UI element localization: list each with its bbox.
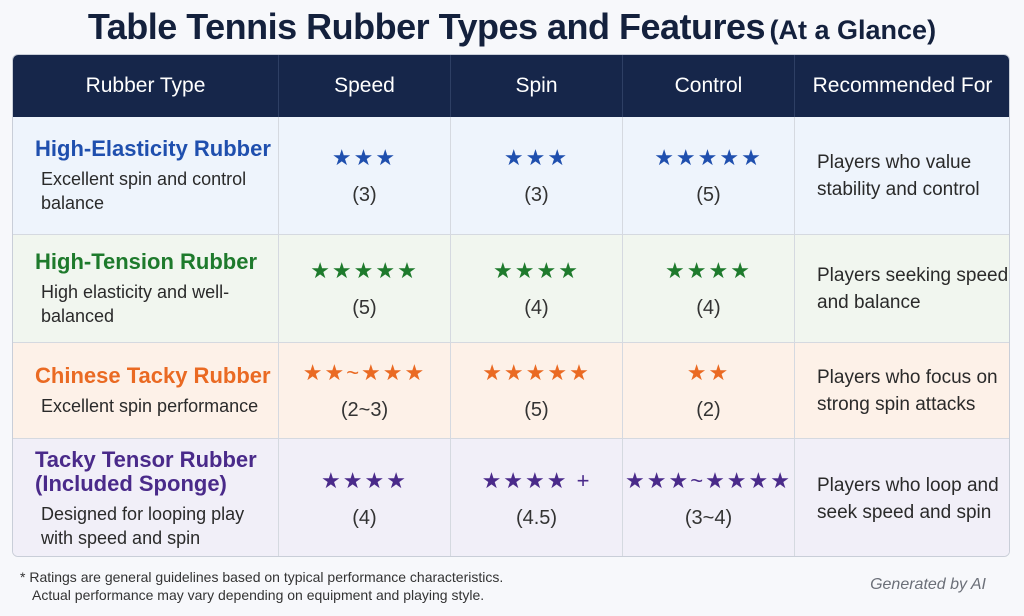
footnote-line-1: * Ratings are general guidelines based o… — [20, 569, 504, 585]
header-rubber-type: Rubber Type — [13, 55, 279, 117]
control-score: (5) — [696, 183, 721, 206]
speed-rating-cell: ★★★★ (4) — [279, 439, 451, 556]
spin-stars: ★★★★★ — [482, 359, 591, 385]
speed-score: (5) — [352, 296, 377, 319]
speed-rating-cell: ★★★★★ (5) — [279, 235, 451, 343]
rubber-type-name: High-Elasticity Rubber — [35, 135, 271, 161]
speed-score: (4) — [352, 506, 377, 529]
spin-score: (5) — [524, 398, 549, 421]
control-stars: ★★★★ — [665, 257, 752, 283]
speed-stars: ★★★ — [331, 144, 398, 170]
speed-stars: ★★★★ — [321, 467, 408, 493]
footnote-line-2: Actual performance may vary depending on… — [32, 587, 485, 603]
rubber-type-name: Chinese Tacky Rubber — [35, 362, 271, 388]
speed-stars: ★★~★★★ — [302, 359, 427, 385]
rubber-type-name: Tacky Tensor Rubber (Included Sponge) — [35, 446, 257, 496]
control-rating-cell: ★★★~★★★★ (3~4) — [623, 439, 795, 556]
spin-rating-cell: ★★★★★ (5) — [451, 343, 623, 439]
control-rating-cell: ★★★★ (4) — [623, 235, 795, 343]
spin-rating-cell: ★★★ (3) — [451, 117, 623, 235]
generated-by-ai-label: Generated by AI — [870, 576, 986, 593]
control-rating-cell: ★★★★★ (5) — [623, 117, 795, 235]
spin-rating-cell: ★★★★ + (4.5) — [451, 439, 623, 556]
spin-rating-cell: ★★★★ (4) — [451, 235, 623, 343]
spin-score: (4) — [524, 296, 549, 319]
table-row-type-cell: High-Elasticity Rubber Excellent spin an… — [13, 117, 279, 235]
speed-rating-cell: ★★~★★★ (2~3) — [279, 343, 451, 439]
rubber-type-description: High elasticity and well-balanced — [41, 281, 230, 326]
header-recommended-for: Recommended For — [795, 55, 1009, 117]
title-main: Table Tennis Rubber Types and Features — [87, 6, 766, 47]
speed-rating-cell: ★★★ (3) — [279, 117, 451, 235]
rubber-type-description: Excellent spin performance — [41, 395, 259, 416]
control-rating-cell: ★★ (2) — [623, 343, 795, 439]
spin-stars: ★★★ — [503, 144, 570, 170]
recommended-for-cell: Players who focus on strong spin attacks — [795, 343, 1009, 439]
footnote: * Ratings are general guidelines based o… — [20, 568, 503, 604]
table-row-type-cell: Chinese Tacky Rubber Excellent spin perf… — [13, 343, 279, 439]
header-speed: Speed — [279, 55, 451, 117]
spin-score: (3) — [524, 183, 549, 206]
control-score: (4) — [696, 296, 721, 319]
table-row-type-cell: High-Tension Rubber High elasticity and … — [13, 235, 279, 343]
rubber-type-name: High-Tension Rubber — [35, 248, 258, 274]
speed-stars: ★★★★★ — [310, 257, 419, 283]
spin-score: (4.5) — [515, 506, 558, 529]
spin-stars: ★★★★ — [493, 257, 580, 283]
recommended-for-cell: Players who value stability and control — [795, 117, 1009, 235]
header-spin: Spin — [451, 55, 623, 117]
header-control: Control — [623, 55, 795, 117]
page-title: Table Tennis Rubber Types and Features (… — [0, 6, 1024, 48]
spin-stars: ★★★★ + — [481, 467, 592, 493]
control-stars: ★★ — [686, 359, 731, 385]
rubber-comparison-table: Rubber Type Speed Spin Control Recommend… — [12, 54, 1010, 557]
rubber-type-description: Designed for looping play with speed and… — [41, 503, 245, 548]
speed-score: (2~3) — [340, 398, 389, 421]
recommended-for-cell: Players seeking speed and balance — [795, 235, 1009, 343]
control-score: (2) — [696, 398, 721, 421]
table-row-type-cell: Tacky Tensor Rubber (Included Sponge) De… — [13, 439, 279, 556]
title-sub: (At a Glance) — [769, 15, 937, 45]
speed-score: (3) — [352, 183, 377, 206]
rubber-type-description: Excellent spin and control balance — [41, 168, 247, 213]
control-stars: ★★★~★★★★ — [625, 467, 792, 493]
recommended-for-cell: Players who loop and seek speed and spin — [795, 439, 1009, 556]
control-stars: ★★★★★ — [654, 144, 763, 170]
control-score: (3~4) — [684, 506, 733, 529]
